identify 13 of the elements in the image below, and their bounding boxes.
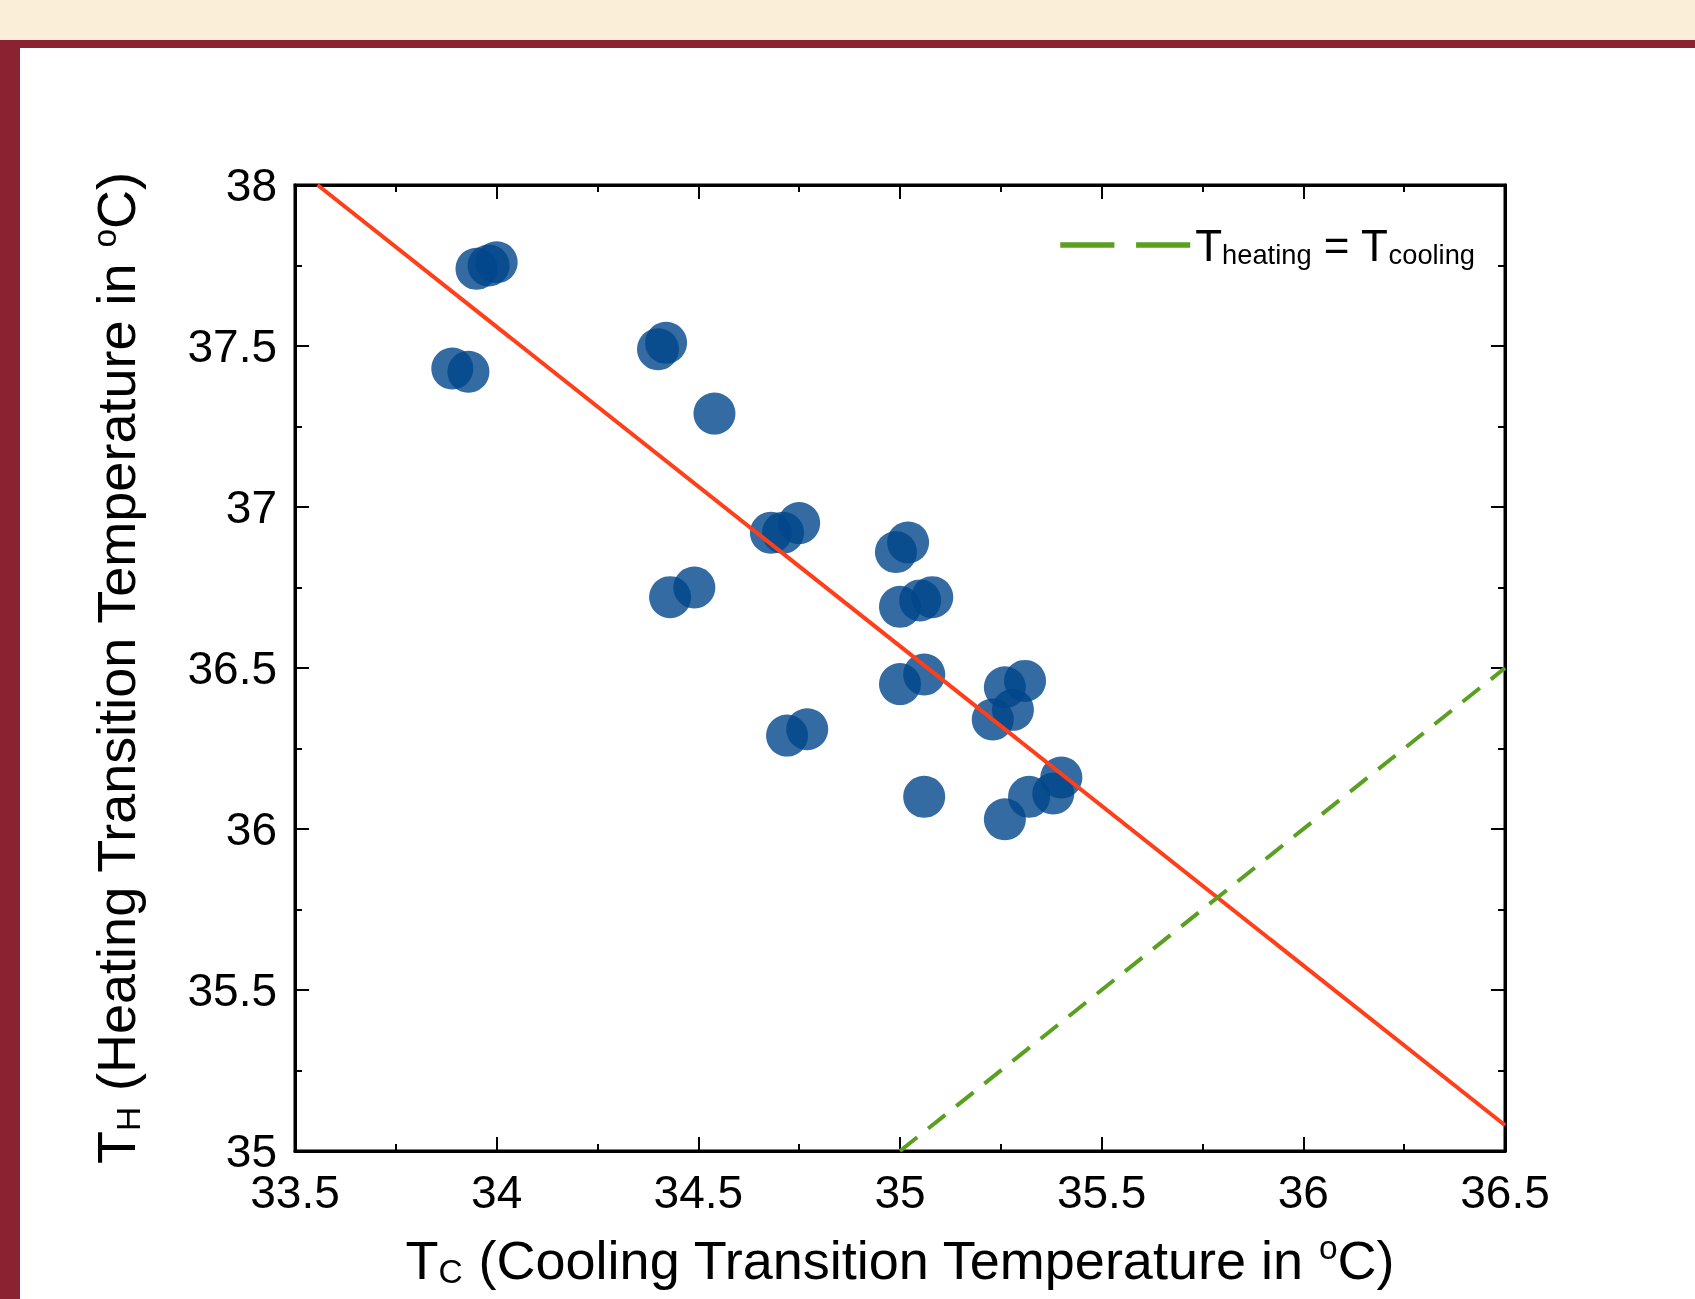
x-tick-label: 35.5 [1056, 1166, 1147, 1218]
y-tick-label: 38 [225, 159, 277, 211]
y-tick-label: 36 [225, 803, 277, 855]
y-tick-label: 36.5 [187, 642, 277, 694]
y-tick-label: 37.5 [187, 320, 277, 372]
y-tick-label: 35.5 [187, 964, 277, 1016]
x-tick-label: 36.5 [1460, 1166, 1550, 1218]
x-tick-label: 34 [471, 1166, 523, 1218]
y-axis-title: TH (Heating Transition Temperature in oC) [85, 171, 147, 1165]
x-tick-label: 36 [1277, 1166, 1329, 1218]
y-tick-label: 37 [225, 481, 277, 533]
x-tick-label: 34.5 [653, 1166, 744, 1218]
x-tick-label: 35 [874, 1166, 926, 1218]
